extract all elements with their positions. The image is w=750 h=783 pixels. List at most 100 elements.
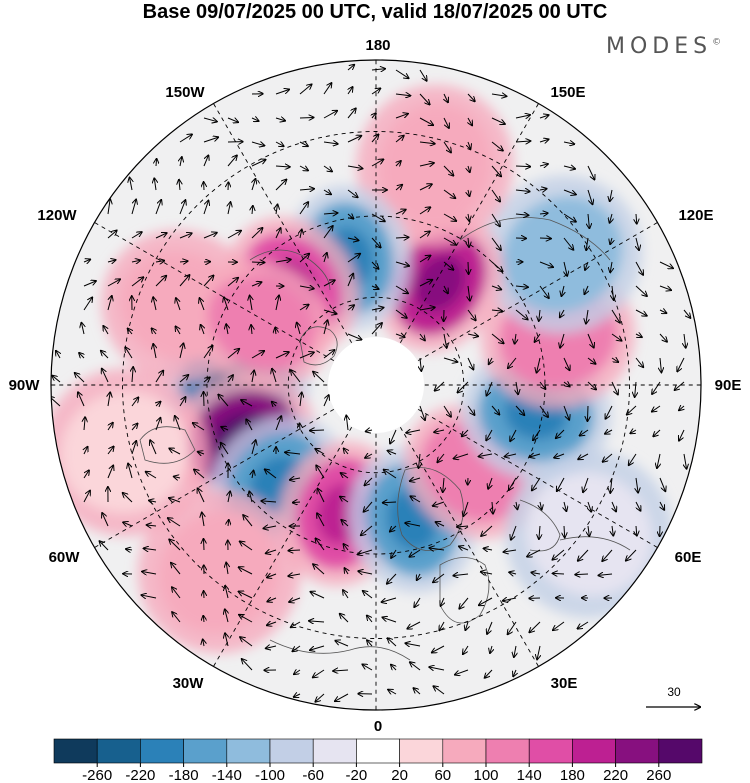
wind-vector-189 — [224, 297, 229, 311]
wind-vector-240 — [180, 343, 183, 359]
wind-vector-382 — [659, 477, 665, 491]
wind-vector-210 — [103, 326, 108, 335]
wind-vector-169 — [347, 274, 353, 287]
map-disk — [51, 60, 701, 710]
colorbar-swatch-13 — [615, 738, 660, 764]
wind-vector-85 — [587, 189, 592, 204]
wind-vector-258 — [677, 357, 685, 371]
wind-vector-385 — [123, 493, 133, 503]
wind-vector-301 — [587, 405, 588, 421]
wind-vector-526 — [490, 645, 492, 653]
wind-vector-79 — [443, 189, 455, 198]
wind-vector-409 — [123, 522, 133, 526]
wind-vector-276 — [563, 382, 570, 386]
wind-vector-304 — [652, 405, 661, 412]
wind-vector-134 — [107, 260, 115, 262]
wind-vector-427 — [564, 525, 565, 537]
wind-vector-104 — [515, 214, 528, 215]
wind-vector-201 — [515, 309, 528, 319]
wind-vector-92 — [228, 202, 231, 215]
wind-vector-146 — [395, 261, 409, 266]
colorbar-swatch-0 — [53, 738, 98, 764]
colorbar-swatch-1 — [96, 738, 141, 764]
wind-vector-229 — [560, 333, 565, 348]
wind-vector-356 — [657, 453, 660, 468]
wind-vector-74 — [323, 190, 331, 194]
wind-vector-460 — [239, 567, 253, 575]
wind-vector-18 — [275, 118, 285, 121]
wind-vector-97 — [348, 214, 353, 219]
wind-vector-302 — [606, 405, 613, 419]
wind-vector-7 — [323, 83, 331, 95]
wind-vector-435 — [169, 540, 181, 551]
wind-vector-295 — [443, 405, 451, 417]
wind-vector-35 — [299, 142, 308, 146]
wind-vector-11 — [419, 93, 430, 104]
wind-vector-241 — [203, 346, 213, 359]
colorbar-swatch-12 — [572, 738, 616, 764]
wind-vector-184 — [107, 296, 112, 311]
wind-vector-206 — [635, 309, 647, 316]
wind-vector-143 — [324, 253, 327, 263]
wind-vector-368 — [316, 465, 325, 479]
wind-vector-433 — [126, 549, 133, 550]
wind-vector-171 — [395, 285, 408, 293]
wind-vector-479 — [225, 586, 228, 599]
colorbar-swatch-10 — [485, 738, 530, 764]
meridian-30 — [399, 426, 539, 667]
wind-vector-432 — [100, 541, 109, 551]
wind-vector-17 — [251, 118, 259, 121]
wind-vector-218 — [297, 323, 300, 335]
wind-vector-448 — [484, 548, 493, 550]
wind-vector-395 — [364, 501, 373, 512]
wind-vector-360 — [128, 464, 133, 479]
wind-vector-228 — [535, 333, 541, 342]
wind-vector-269 — [291, 370, 301, 383]
wind-vector-86 — [610, 189, 612, 201]
wind-vector-462 — [288, 574, 301, 576]
wind-vector-77 — [395, 185, 402, 191]
wind-vector-298 — [515, 405, 524, 415]
wind-vector-124 — [443, 237, 456, 245]
wind-vector-372 — [410, 478, 421, 481]
wind-vector-519 — [310, 645, 325, 650]
wind-vector-319 — [390, 429, 397, 443]
wind-vector-252 — [537, 357, 540, 373]
wind-vector-487 — [414, 597, 421, 607]
wind-vector-485 — [363, 591, 373, 599]
wind-vector-109 — [636, 213, 637, 224]
wind-vector-255 — [611, 358, 618, 362]
wind-vector-57 — [396, 161, 401, 166]
wind-vector-163 — [203, 276, 213, 287]
brand-logo: MODES© — [606, 34, 721, 59]
wind-vector-290 — [241, 400, 253, 407]
wind-vector-207 — [659, 310, 666, 313]
wind-vector-532 — [313, 669, 325, 677]
wind-vector-96 — [323, 213, 337, 214]
wind-vector-390 — [249, 492, 252, 503]
wind-vector-149 — [468, 261, 469, 274]
wind-vector-259 — [52, 376, 61, 383]
wind-vector-272 — [458, 381, 469, 393]
wind-vector-44 — [515, 141, 530, 142]
wind-vector-147 — [419, 256, 430, 263]
wind-vector-49 — [203, 155, 208, 167]
wind-vector-309 — [155, 418, 160, 431]
wind-vector-174 — [468, 285, 470, 301]
reference-vector-label: 30 — [667, 685, 681, 699]
wind-vector-175 — [491, 286, 501, 289]
wind-vector-423 — [457, 526, 469, 527]
wind-vector-172 — [419, 280, 432, 287]
wind-vector-61 — [491, 165, 501, 176]
wind-vector-367 — [290, 478, 301, 480]
wind-vector-226 — [491, 333, 504, 343]
wind-vector-450 — [527, 549, 541, 557]
wind-vector-223 — [420, 333, 425, 340]
wind-vector-414 — [243, 515, 253, 527]
wind-vector-30 — [179, 134, 192, 143]
wind-vector-99 — [395, 210, 406, 214]
wind-vector-168 — [323, 280, 335, 287]
wind-vector-203 — [560, 309, 564, 317]
wind-vector-271 — [435, 381, 445, 391]
wind-vector-338 — [221, 443, 229, 455]
